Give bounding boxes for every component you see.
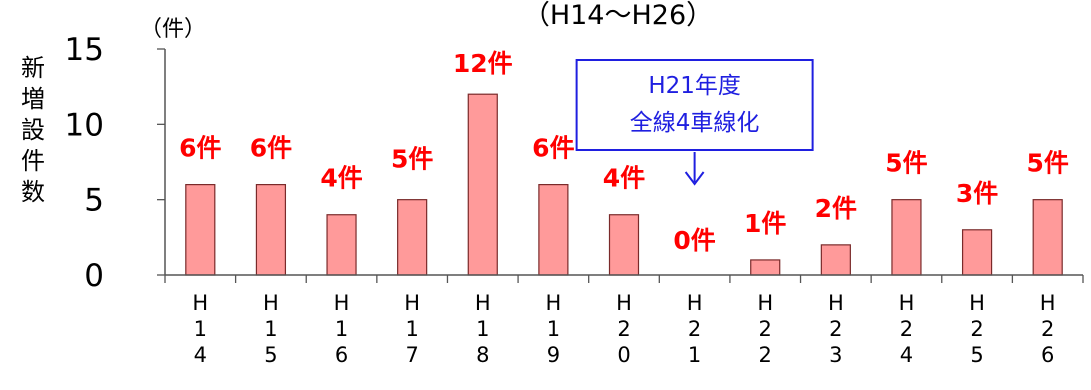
x-tick-label-char: H xyxy=(404,291,420,315)
x-tick-label-char: H xyxy=(687,291,703,315)
y-tick-label: 15 xyxy=(65,32,104,68)
data-label: 12件 xyxy=(453,49,513,78)
data-label: 1件 xyxy=(744,209,786,238)
data-label: 3件 xyxy=(956,179,998,208)
y-axis-label-char: 設 xyxy=(21,116,45,144)
x-tick-label-char: 6 xyxy=(335,343,348,367)
chart-title: （H14～H26） xyxy=(523,0,713,31)
x-tick-label-char: H xyxy=(1040,291,1056,315)
x-tick-label-char: 1 xyxy=(405,317,418,341)
y-axis-label-char: 新 xyxy=(21,54,45,82)
x-tick-label-char: H xyxy=(192,291,208,315)
x-tick-label-char: 2 xyxy=(617,317,630,341)
annotation-text: H21年度 xyxy=(648,73,741,99)
x-tick-label-char: 2 xyxy=(829,317,842,341)
x-tick-label-char: H xyxy=(545,291,561,315)
x-tick-label-char: 7 xyxy=(405,343,418,367)
y-tick-label: 5 xyxy=(84,183,104,219)
x-tick-label-char: 1 xyxy=(194,317,207,341)
x-tick-label-char: H xyxy=(899,291,915,315)
x-tick-label-char: 2 xyxy=(759,343,772,367)
data-label: 6件 xyxy=(532,134,574,163)
annotation-arrow-head xyxy=(684,171,705,186)
bars xyxy=(185,93,1063,276)
x-tick-label-char: H xyxy=(828,291,844,315)
data-label: 6件 xyxy=(250,134,292,163)
y-tick-label: 10 xyxy=(65,107,104,143)
x-tick-label-char: H xyxy=(757,291,773,315)
data-label: 0件 xyxy=(673,226,715,255)
x-tick-label-char: H xyxy=(263,291,279,315)
y-axis-label-char: 数 xyxy=(21,178,45,206)
x-tick-label-char: H xyxy=(334,291,350,315)
bar xyxy=(326,214,357,276)
annotation-box xyxy=(575,59,814,151)
bar xyxy=(608,214,640,276)
x-tick-label-char: H xyxy=(969,291,985,315)
data-label: 5件 xyxy=(885,149,927,178)
bar xyxy=(750,259,781,276)
x-tick-label-char: 6 xyxy=(1041,343,1054,367)
y-axis-label-char: 増 xyxy=(21,85,45,113)
data-label: 2件 xyxy=(815,194,857,223)
x-tick-label-char: 1 xyxy=(264,317,277,341)
x-tick-label-char: 2 xyxy=(1041,317,1054,341)
x-tick-label-char: 8 xyxy=(476,343,489,367)
data-labels: 6件 6件 4件 5件 12件 6件 4件 0件 1件 2件 5件 3件 5件 xyxy=(179,49,1069,255)
y-axis-ticks: 0 5 10 15 xyxy=(65,32,104,294)
bar xyxy=(891,199,922,276)
bar xyxy=(255,184,287,276)
x-tick-label-char: H xyxy=(475,291,491,315)
x-tick-label-char: 5 xyxy=(970,343,983,367)
bar xyxy=(467,93,498,276)
data-label: 4件 xyxy=(603,164,645,193)
x-tick-label-char: 4 xyxy=(900,343,913,367)
bar xyxy=(397,199,428,276)
bar xyxy=(1032,199,1063,276)
bar xyxy=(961,229,993,276)
x-tick-label-char: 2 xyxy=(759,317,772,341)
data-label: 4件 xyxy=(320,164,362,193)
x-tick-label-char: 1 xyxy=(476,317,489,341)
y-axis-label-char: 件 xyxy=(21,147,45,175)
x-tick-label-char: 1 xyxy=(547,317,560,341)
axes xyxy=(157,48,1084,283)
x-tick-label-char: 2 xyxy=(970,317,983,341)
bar xyxy=(185,184,216,276)
x-tick-label-char: 9 xyxy=(547,343,560,367)
x-tick-label-char: 2 xyxy=(688,317,701,341)
data-label: 5件 xyxy=(1026,149,1068,178)
x-tick-label-char: 5 xyxy=(264,343,277,367)
y-axis-unit-label: （件） xyxy=(140,17,206,42)
data-label: 5件 xyxy=(391,145,433,174)
annotation-text: 全線4車線化 xyxy=(630,110,760,136)
x-tick-label-char: 3 xyxy=(829,343,842,367)
bar xyxy=(820,244,851,276)
x-tick-label-char: H xyxy=(616,291,632,315)
y-tick-label: 0 xyxy=(84,258,104,294)
x-tick-label-char: 1 xyxy=(688,343,701,367)
x-tick-label-char: 0 xyxy=(617,343,630,367)
x-tick-label-char: 1 xyxy=(335,317,348,341)
x-tick-label-char: 4 xyxy=(194,343,207,367)
data-label: 6件 xyxy=(179,134,221,163)
bar xyxy=(538,184,569,276)
x-tick-label-char: 2 xyxy=(900,317,913,341)
